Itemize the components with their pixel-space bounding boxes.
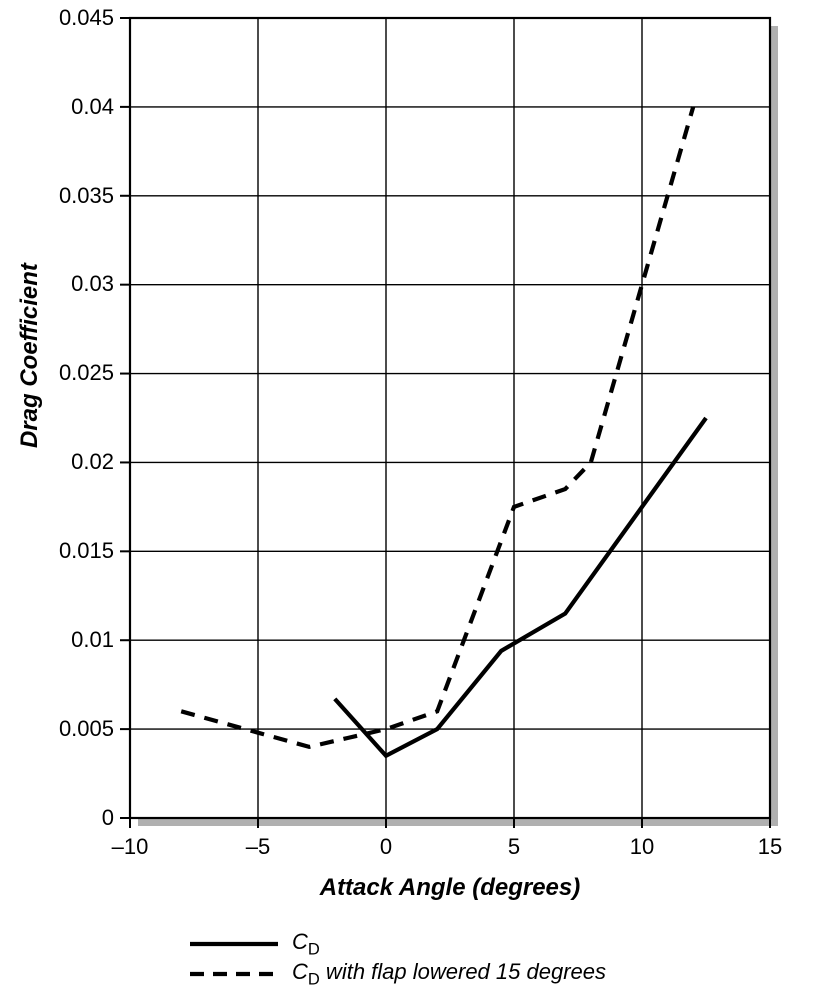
y-tick-label: 0.04 xyxy=(71,94,114,120)
x-tick-label: 5 xyxy=(474,834,554,860)
y-tick-label: 0.045 xyxy=(59,5,114,31)
page: Drag Coefficient Attack Angle (degrees) … xyxy=(0,0,813,1000)
y-tick-label: 0.01 xyxy=(71,627,114,653)
y-tick-label: 0.015 xyxy=(59,538,114,564)
plot-shadow-right xyxy=(770,26,778,826)
y-tick-label: 0.03 xyxy=(71,271,114,297)
x-tick-label: 15 xyxy=(730,834,810,860)
plot-shadow-bottom xyxy=(138,818,778,826)
y-tick-label: 0.005 xyxy=(59,716,114,742)
legend-label: CD with flap lowered 15 degrees xyxy=(292,959,606,989)
x-tick-label: –5 xyxy=(218,834,298,860)
legend-swatch xyxy=(190,935,278,953)
x-tick-label: 0 xyxy=(346,834,426,860)
y-tick-label: 0 xyxy=(102,805,114,831)
x-tick-label: 10 xyxy=(602,834,682,860)
legend-swatch xyxy=(190,965,278,983)
y-tick-label: 0.02 xyxy=(71,449,114,475)
y-tick-label: 0.025 xyxy=(59,360,114,386)
y-tick-label: 0.035 xyxy=(59,183,114,209)
chart-legend: CDCD with flap lowered 15 degrees xyxy=(190,930,606,990)
legend-label: CD xyxy=(292,929,320,959)
legend-row: CD with flap lowered 15 degrees xyxy=(190,960,606,988)
x-tick-label: –10 xyxy=(90,834,170,860)
legend-row: CD xyxy=(190,930,606,958)
plot-background xyxy=(130,18,770,818)
